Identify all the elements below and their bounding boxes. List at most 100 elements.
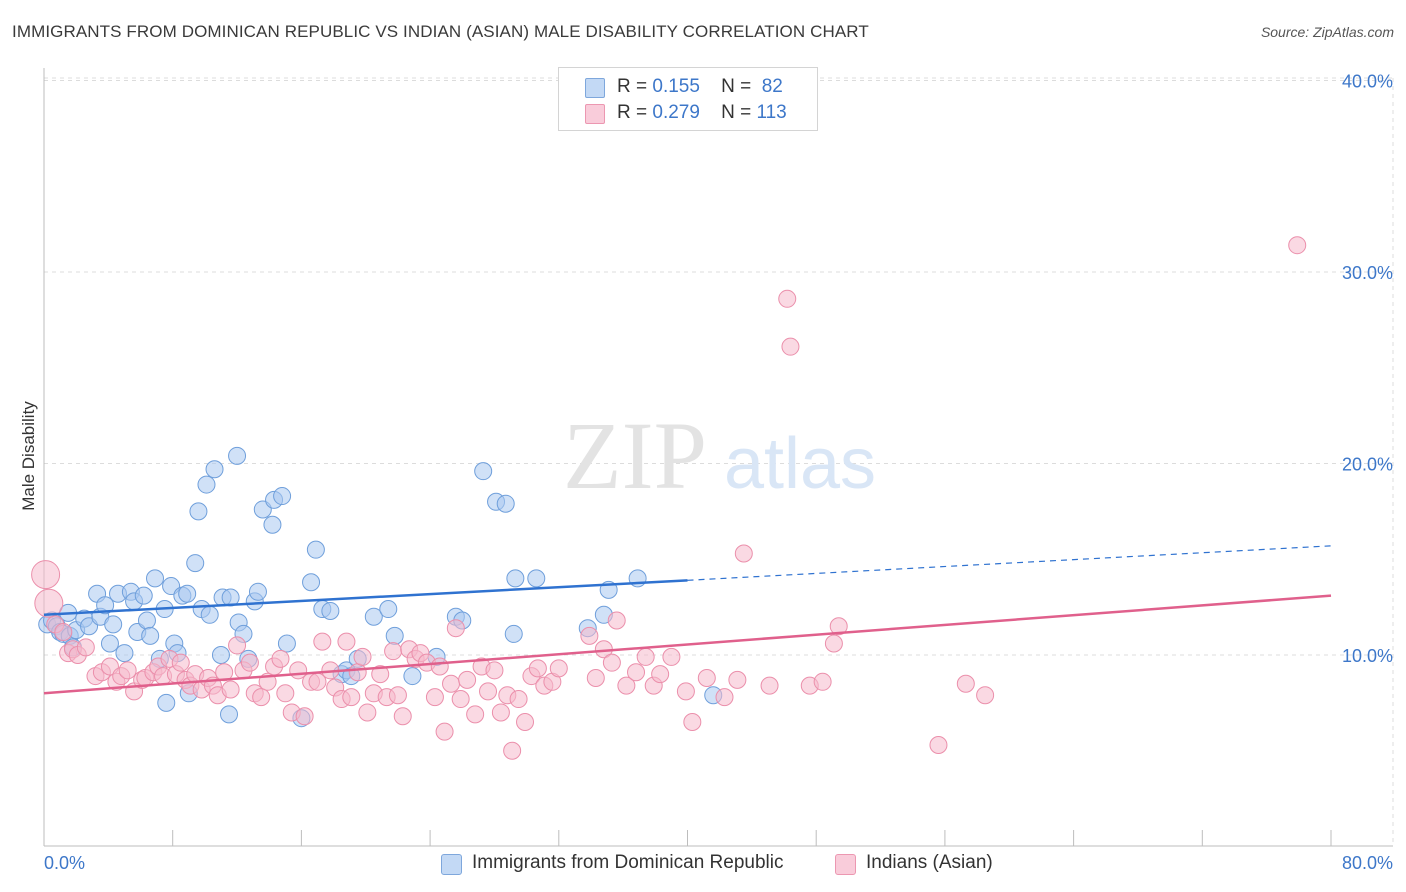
watermark-zip: ZIP (563, 402, 707, 509)
dominican-point (137, 611, 156, 630)
indian-point (636, 647, 655, 666)
y-tick-label: 20.0% (1342, 455, 1393, 475)
legend-text-dominican: R = 0.155 N = 82 (617, 76, 783, 97)
indian-point (295, 707, 314, 726)
indian-point (435, 722, 454, 741)
dominican-point (277, 634, 296, 653)
indian-point (829, 617, 848, 636)
bottom-legend-label-indian: Indians (Asian) (866, 852, 993, 873)
indian-point (929, 736, 948, 755)
dominican-point (263, 515, 282, 534)
dominican-point (228, 446, 247, 465)
indian-point (337, 632, 356, 651)
x-tick-label-max: 80.0% (1342, 853, 1393, 873)
dominican-point (205, 460, 224, 479)
indian-point (602, 653, 621, 672)
indian-point (697, 668, 716, 687)
indian-point (358, 703, 377, 722)
indian-point (715, 688, 734, 707)
y-tick-label: 10.0% (1342, 646, 1393, 666)
dominican-point (197, 475, 216, 494)
indian-point (371, 665, 390, 684)
dominican-point (379, 600, 398, 619)
legend-swatch-pink (585, 104, 605, 124)
indian-point (580, 626, 599, 645)
indian-point (430, 657, 449, 676)
watermark: ZIP atlas (563, 402, 876, 509)
indian-point (509, 690, 528, 709)
indian-point (425, 688, 444, 707)
indian-point (956, 674, 975, 693)
axes (43, 68, 1393, 847)
indian-point (516, 713, 535, 732)
indian-point (118, 661, 137, 680)
indian-point (388, 686, 407, 705)
dominican-point (403, 667, 422, 686)
indian-point (586, 668, 605, 687)
dominican-point (506, 569, 525, 588)
indian-point (824, 634, 843, 653)
indian-point (353, 647, 372, 666)
dominican-point (146, 569, 165, 588)
indian-point (778, 289, 797, 308)
dominican-point (189, 502, 208, 521)
indian-point (31, 560, 61, 590)
indian-point (54, 623, 73, 642)
indian-point (466, 705, 485, 724)
dominican-point (221, 588, 240, 607)
dominican-point (104, 615, 123, 634)
y-tick-labels: 10.0% 20.0% 30.0% 40.0% (1342, 72, 1393, 667)
watermark-atlas: atlas (724, 424, 876, 504)
x-tick-label-min: 0.0% (44, 853, 85, 873)
dominican-point (141, 626, 160, 645)
indian-point (1288, 236, 1307, 255)
indian-point (271, 649, 290, 668)
dominican-point (96, 596, 115, 615)
indian-point (221, 680, 240, 699)
indian-point (276, 684, 295, 703)
indian-point (491, 703, 510, 722)
indian-point (240, 653, 259, 672)
indian-point (813, 672, 832, 691)
dominican-point (273, 487, 292, 506)
indian-point (228, 636, 247, 655)
dominican-point (496, 494, 515, 513)
dominican-point (178, 584, 197, 603)
y-axis-label: Male Disability (19, 401, 38, 511)
indian-point (651, 665, 670, 684)
trend-lines (43, 545, 1332, 695)
indian-point (607, 611, 626, 630)
dominican-point (302, 573, 321, 592)
dominican-point (220, 705, 239, 724)
chart-title: IMMIGRANTS FROM DOMINICAN REPUBLIC VS IN… (12, 22, 869, 41)
dominican-point (364, 607, 383, 626)
dominican-point (474, 462, 493, 481)
dominican-point (115, 644, 134, 663)
source-label: Source: ZipAtlas.com (1260, 24, 1394, 40)
indian-point (528, 659, 547, 678)
indian-point (34, 588, 64, 618)
dominican-trend-extension (687, 545, 1332, 581)
dominican-point (248, 582, 267, 601)
indian-point (446, 619, 465, 638)
indian-point (348, 663, 367, 682)
indian-point (451, 690, 470, 709)
legend: R = 0.155 N = 82 R = 0.279 N = 113 (558, 67, 818, 131)
y-tick-label: 40.0% (1342, 72, 1393, 92)
indian-point (479, 682, 498, 701)
indian-point (458, 670, 477, 689)
indian-point (662, 647, 681, 666)
indian-point (676, 682, 695, 701)
dominican-point (100, 634, 119, 653)
dominican-point (527, 569, 546, 588)
bottom-legend-swatch-pink (835, 854, 856, 875)
dominican-point (385, 626, 404, 645)
indian-point (342, 688, 361, 707)
legend-swatch-blue (585, 78, 605, 98)
indian-point (485, 661, 504, 680)
indian-point (781, 337, 800, 356)
indian-point (442, 674, 461, 693)
indian-point (760, 676, 779, 695)
dominican-point (200, 605, 219, 624)
